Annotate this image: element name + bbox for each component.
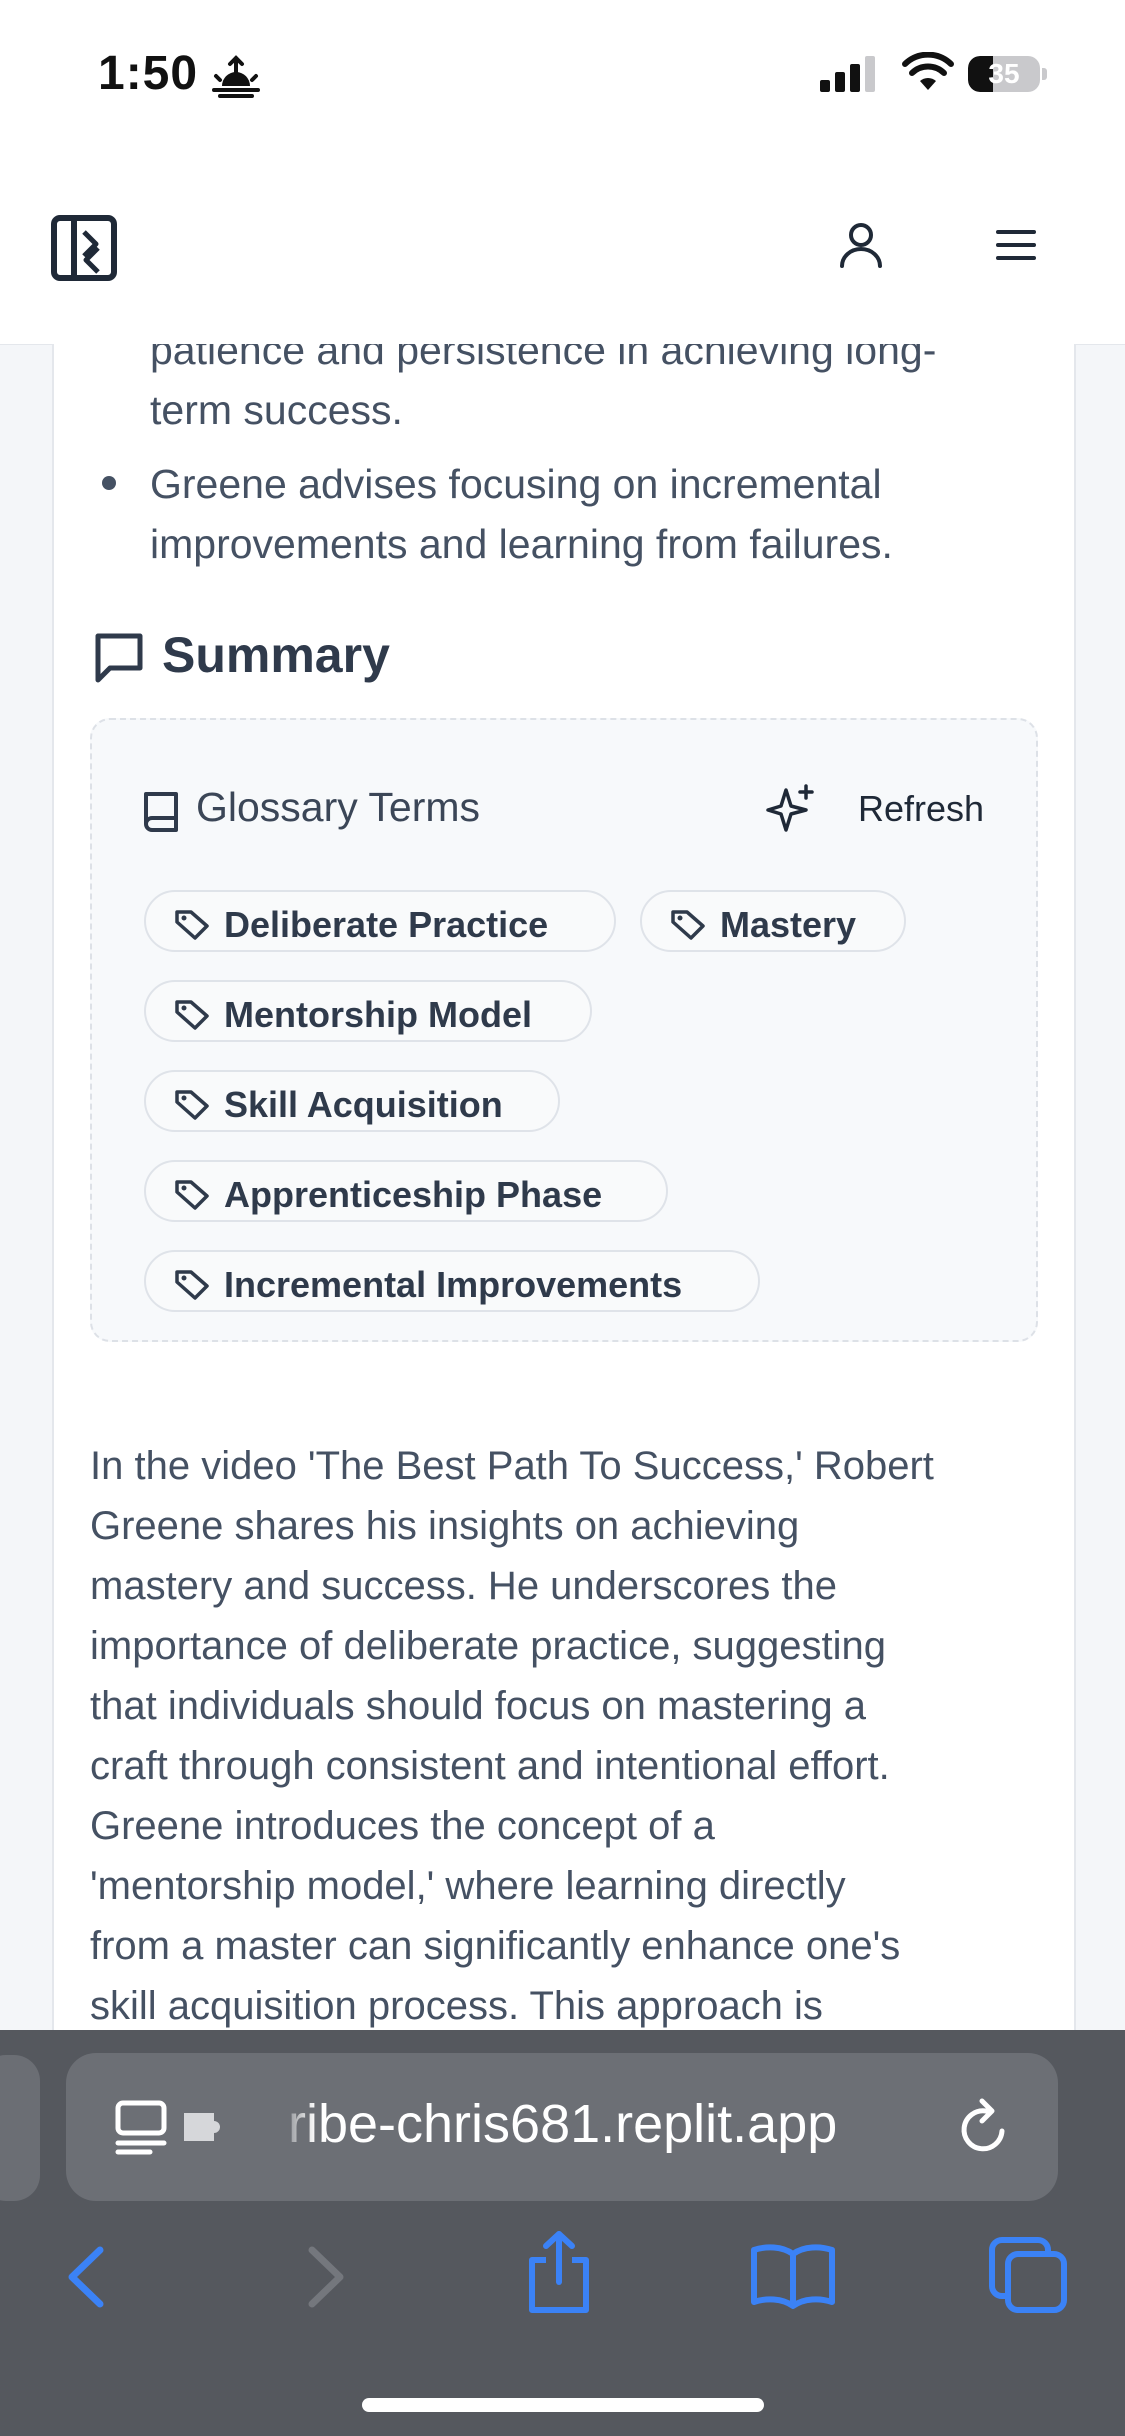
tag-icon [671,910,705,940]
tag-label: Mastery [720,904,857,945]
summary-line: Greene shares his insights on achieving [90,1504,800,1548]
wifi-icon [902,52,954,90]
glossary-tag[interactable]: Skill Acquisition [144,1070,560,1132]
back-icon[interactable] [62,2244,108,2310]
content-card: patience and persistence in achieving lo… [52,344,1076,2030]
tag-label: Mentorship Model [224,994,532,1035]
book-icon [144,792,178,832]
battery-indicator: 35 [968,56,1048,92]
glossary-tag[interactable]: Apprenticeship Phase [144,1160,668,1222]
bullet-text: improvements and learning from failures. [150,521,893,567]
tag-icon [175,1180,209,1210]
summary-line: skill acquisition process. This approach… [90,1984,823,2028]
previous-tab-edge[interactable] [0,2055,40,2201]
refresh-button[interactable]: Refresh [736,776,984,840]
reload-icon[interactable] [956,2097,1012,2157]
glossary-tag[interactable]: Mastery [640,890,906,952]
bullet-text: Greene advises focusing on incremental [150,461,882,507]
summary-line: importance of deliberate practice, sugge… [90,1624,887,1668]
tag-label: Apprenticeship Phase [224,1174,603,1215]
tag-icon [175,1090,209,1120]
share-icon[interactable] [524,2230,594,2314]
summary-line: mastery and success. He underscores the [90,1564,838,1608]
summary-line: 'mentorship model,' where learning direc… [90,1864,846,1908]
sunrise-icon [212,55,260,98]
tabs-icon[interactable] [988,2236,1068,2314]
tag-icon [175,1270,209,1300]
status-bar: 1:50 35 [0,0,1125,150]
cellular-signal-icon [820,56,875,92]
summary-line: In the video 'The Best Path To Success,'… [90,1444,934,1488]
summary-line: from a master can significantly enhance … [90,1924,901,1968]
glossary-panel: Glossary Terms Refresh Deliberate Practi… [90,718,1038,1342]
home-indicator[interactable] [362,2398,764,2412]
summary-paragraph: In the video 'The Best Path To Success,'… [90,1436,1050,2030]
tag-icon [175,910,209,940]
bookmarks-icon[interactable] [750,2240,836,2310]
section-title-summary: Summary [162,627,390,683]
status-time: 1:50 [98,47,199,100]
bullet-text: patience and persistence in achieving lo… [150,344,937,373]
url-text: ribe-chris681.replit.app [288,2094,838,2154]
chat-bubble-icon [95,633,143,683]
bullet-text: term success. [150,387,403,433]
address-bar[interactable]: ribe-chris681.replit.app [66,2053,1058,2201]
glossary-title: Glossary Terms [196,784,481,830]
tag-label: Incremental Improvements [224,1264,683,1305]
glossary-tag[interactable]: Deliberate Practice [144,890,616,952]
tag-label: Deliberate Practice [224,904,549,945]
tag-icon [175,1000,209,1030]
summary-line: Greene introduces the concept of a [90,1804,715,1848]
forward-icon[interactable] [304,2244,350,2310]
glossary-tag[interactable]: Incremental Improvements [144,1250,760,1312]
sidebar-toggle-icon[interactable] [50,214,118,282]
summary-line: that individuals should focus on masteri… [90,1684,867,1728]
summary-line: craft through consistent and intentional… [90,1744,890,1788]
battery-label: 35 [988,58,1020,89]
refresh-label: Refresh [858,788,985,829]
app-header [0,150,1125,345]
url-fade [276,2083,316,2173]
bullet-dot [102,476,116,490]
user-icon[interactable] [836,220,886,270]
page-menu-icon[interactable] [114,2099,264,2155]
hamburger-menu-icon[interactable] [994,228,1038,262]
tag-label: Skill Acquisition [224,1084,503,1125]
sparkles-icon [766,784,814,832]
glossary-tag[interactable]: Mentorship Model [144,980,592,1042]
